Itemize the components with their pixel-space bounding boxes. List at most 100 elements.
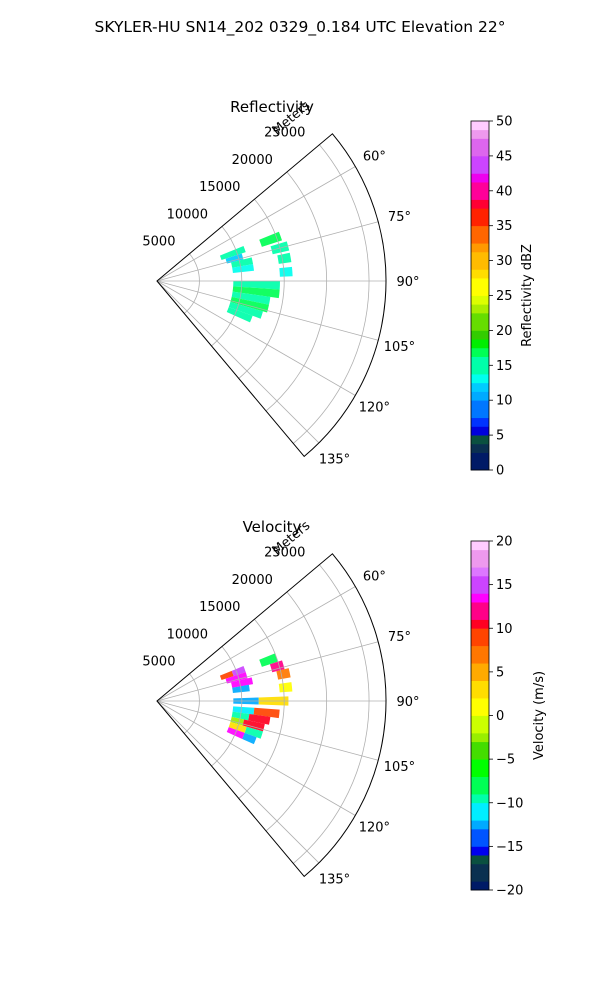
colorbar-tick-label: −10 [496, 796, 523, 811]
range-tick-label: 15000 [199, 600, 240, 615]
colorbar-swatch [471, 828, 489, 839]
colorbar-swatch [471, 715, 489, 725]
colorbar-swatch [471, 321, 489, 331]
range-ring [265, 591, 328, 832]
radar-cell [219, 670, 234, 681]
colorbar-swatch [471, 698, 489, 708]
colorbar-swatch [471, 767, 489, 777]
radar-cell [259, 653, 278, 667]
azimuth-spoke [156, 641, 379, 702]
azimuth-tick-label: 75° [388, 630, 411, 645]
colorbar-swatch [471, 190, 489, 200]
radar-cell [219, 246, 246, 261]
colorbar-swatch [471, 575, 489, 586]
colorbar-tick-label: 10 [496, 394, 513, 409]
range-ring [293, 564, 370, 864]
colorbar-tick-label: 25 [496, 289, 513, 304]
colorbar-swatch [471, 663, 489, 673]
azimuth-spoke [156, 586, 356, 702]
radar-cell [231, 666, 246, 677]
colorbar-swatch [471, 619, 489, 629]
azimuth-tick-label: 120° [359, 821, 390, 836]
colorbar-swatch [471, 785, 489, 795]
radar-cell [276, 668, 291, 680]
colorbar-tick-label: −5 [496, 753, 515, 768]
colorbar-swatch [471, 881, 489, 891]
colorbar-swatch [471, 208, 489, 218]
colorbar-swatch [471, 584, 489, 594]
colorbar-swatch [471, 671, 489, 681]
colorbar-tick-label: −15 [496, 840, 523, 855]
data-cells [219, 231, 293, 323]
colorbar-swatch [471, 680, 489, 690]
radar-cell [278, 682, 293, 693]
azimuth-spoke [156, 280, 320, 444]
colorbar-swatch [471, 443, 489, 453]
colorbar-swatch [471, 312, 489, 323]
azimuth-spoke [156, 700, 320, 864]
azimuth-tick-label: 75° [388, 210, 411, 225]
colorbar-swatch [471, 759, 489, 769]
colorbar-swatch [471, 295, 489, 305]
colorbar-swatch [471, 330, 489, 340]
sector-outline [156, 133, 387, 458]
colorbar-swatch [471, 408, 489, 419]
colorbar-swatch [471, 452, 489, 462]
colorbar-swatch [471, 251, 489, 261]
colorbar-swatch [471, 374, 489, 384]
azimuth-spoke [156, 221, 379, 282]
colorbar-swatch [471, 802, 489, 812]
colorbar-swatch [471, 741, 489, 751]
colorbar-swatch [471, 164, 489, 174]
colorbar-swatch [471, 846, 489, 856]
colorbar-swatch [471, 417, 489, 427]
range-tick-label: 5000 [142, 655, 175, 670]
colorbar-tick-label: 30 [496, 254, 513, 269]
colorbar-tick-label: 20 [496, 535, 513, 550]
colorbar-tick-label: 50 [496, 115, 513, 130]
colorbar-tick-label: 15 [496, 359, 513, 374]
colorbar-swatch [471, 776, 489, 786]
colorbar-tick-label: 5 [496, 665, 504, 680]
colorbar-tick-label: 10 [496, 622, 513, 637]
colorbar-swatch [471, 541, 489, 551]
figure-title: SKYLER-HU SN14_202 0329_0.184 UTC Elevat… [95, 18, 506, 37]
colorbar-tick-label: 0 [496, 464, 504, 479]
radar-cell [228, 302, 263, 319]
colorbar-swatch [471, 278, 489, 288]
range-tick-label: 10000 [167, 627, 208, 642]
colorbar: 0 5 10 15 20 25 30 35 40 45 50 Reflectivity dBZ [470, 115, 535, 479]
range-tick-label: 25000 [264, 126, 305, 141]
radar-cell [232, 264, 255, 274]
colorbar-swatch [471, 199, 489, 209]
colorbar-swatch [471, 400, 489, 410]
colorbar-swatch [471, 391, 489, 401]
colorbar-swatch [471, 216, 489, 227]
range-ring [293, 144, 370, 444]
colorbar-swatch [471, 182, 489, 192]
radar-cell [233, 281, 280, 290]
azimuth-spoke [156, 700, 356, 816]
colorbar-swatch [471, 147, 489, 157]
range-ring [211, 226, 243, 347]
colorbar-swatch [471, 863, 489, 873]
colorbar-swatch [471, 837, 489, 847]
colorbar-swatch [471, 356, 489, 366]
panel-title: Velocity [243, 518, 302, 536]
radar-cell [226, 307, 253, 323]
radar-cell [231, 291, 271, 305]
colorbar-swatch [471, 593, 489, 603]
colorbar-swatch [471, 654, 489, 664]
colorbar-swatch [471, 234, 489, 244]
radar-cell [231, 257, 254, 268]
colorbar-tick-label: 20 [496, 324, 513, 339]
radar-cell [225, 672, 248, 684]
colorbar-swatch [471, 811, 489, 821]
panel-title: Reflectivity [230, 98, 314, 116]
colorbar-swatch [471, 602, 489, 612]
colorbar-swatch [471, 155, 489, 166]
colorbar-swatch [471, 173, 489, 183]
colorbar-swatch [471, 339, 489, 349]
colorbar-tick-label: 5 [496, 429, 504, 444]
